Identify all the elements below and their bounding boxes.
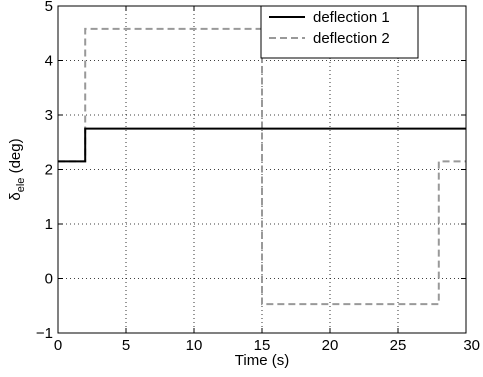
x-tick-label: 10 — [186, 337, 203, 354]
legend-label-deflection-2: deflection 2 — [313, 30, 390, 47]
y-tick-label: −1 — [36, 325, 53, 342]
x-tick-label: 20 — [322, 337, 339, 354]
x-tick-label: 0 — [54, 337, 62, 354]
y-tick-label: 5 — [45, 0, 53, 15]
x-tick-label: 5 — [122, 337, 130, 354]
series-layer — [58, 27, 466, 306]
x-tick-label: 30 — [463, 337, 480, 354]
y-tick-label: 1 — [45, 216, 53, 233]
x-tick-label: 15 — [254, 337, 271, 354]
y-tick-label: 2 — [45, 162, 53, 179]
series-line-1 — [58, 127, 466, 163]
y-tick-label: 4 — [45, 53, 53, 70]
y-axis-title-unit: (deg) — [7, 138, 24, 177]
legend-label-deflection-1: deflection 1 — [313, 9, 390, 26]
legend-box — [260, 5, 419, 59]
x-tick-label: 25 — [390, 337, 407, 354]
y-axis-title-symbol: δ — [7, 192, 24, 200]
x-axis-title: Time (s) — [235, 352, 289, 369]
y-tick-label: 3 — [45, 107, 53, 124]
legend: deflection 1 deflection 2 — [260, 5, 419, 59]
y-tick-label: 0 — [45, 271, 53, 288]
y-axis-title: δele (deg) — [7, 138, 27, 200]
y-axis-title-subscript: ele — [15, 178, 27, 193]
